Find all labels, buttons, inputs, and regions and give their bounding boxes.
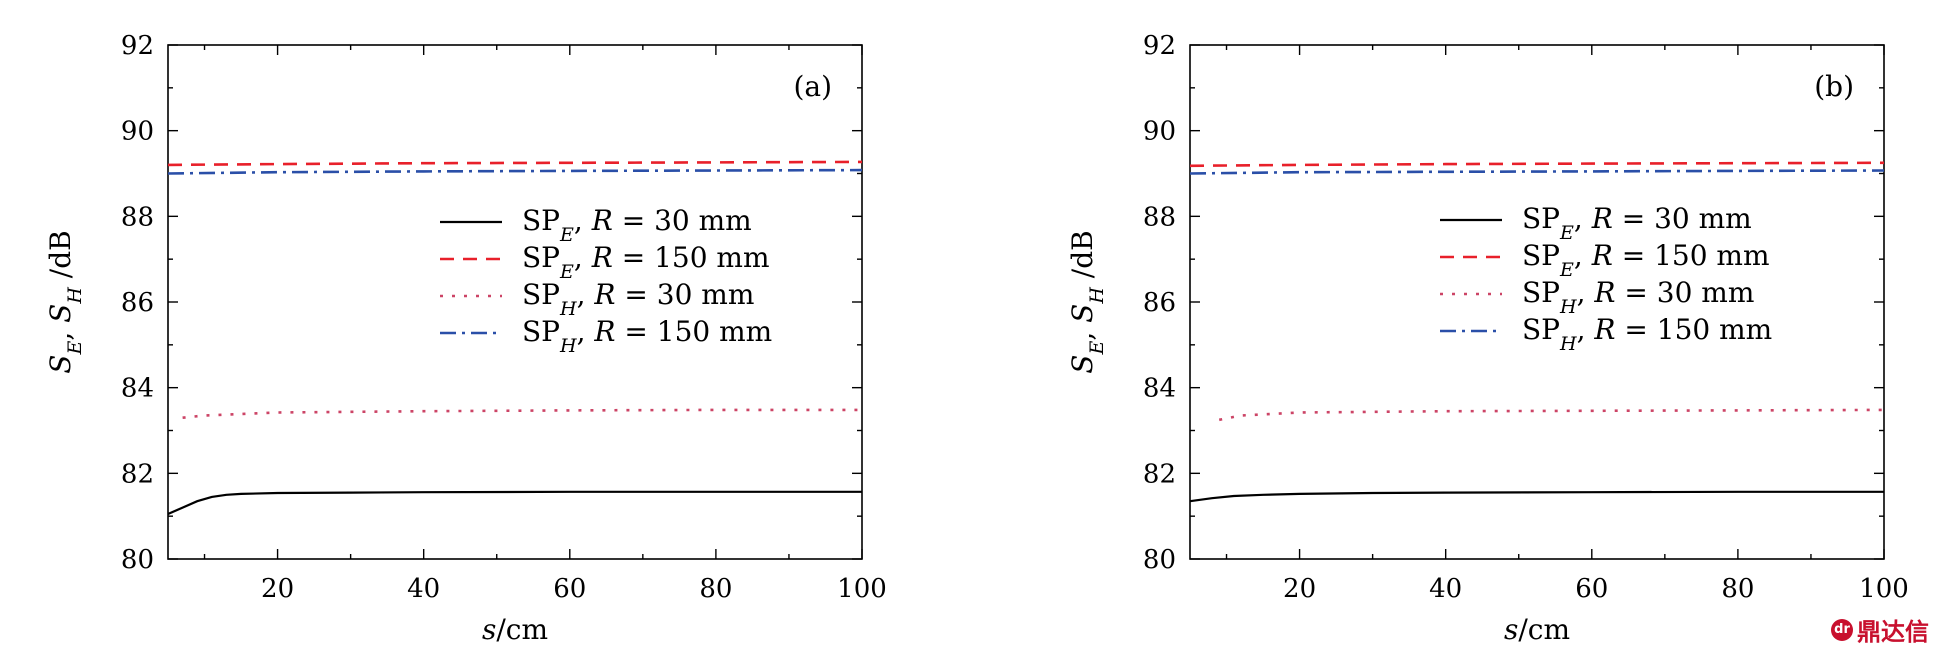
watermark: dr 鼎达信 [1831,612,1929,647]
legend-entry-1: SPE, R = 30 mm [522,204,752,246]
x-tick-label: 60 [553,574,586,604]
series-line-4 [1189,169,1885,175]
y-tick-label: 88 [121,202,154,232]
legend-entry-1: SPE, R = 30 mm [1522,202,1752,244]
x-tick-label: 100 [837,574,887,604]
y-tick-label: 88 [1143,202,1176,232]
x-tick-label: 20 [1283,574,1316,604]
legend-entry-3: SPH, R = 30 mm [1522,276,1754,318]
y-tick-label: 86 [1143,288,1176,318]
legend-entry-2: SPE, R = 150 mm [522,241,770,283]
y-tick-label: 82 [121,459,154,489]
panel-label: (a) [793,70,832,103]
y-tick-label: 92 [1143,31,1176,61]
y-tick-label: 84 [1143,374,1176,404]
x-tick-label: 80 [699,574,732,604]
x-tick-label: 40 [407,574,440,604]
series-line-4 [167,168,863,175]
y-axis-label: SE, SH /dB [44,230,86,373]
series-line-3 [182,408,862,419]
series-line-1 [1189,490,1884,503]
y-axis-label: SE, SH /dB [1066,230,1108,373]
series-line-2 [167,160,863,167]
x-axis-label: s/cm [482,613,548,646]
series-line-2 [1189,161,1885,168]
y-tick-label: 82 [1143,459,1176,489]
x-axis-label: s/cm [1504,613,1570,646]
chart-panel-b: 20 40 60 80 100 80 82 84 86 88 90 92 s/cm SE, SH /dB (… [1066,31,1909,646]
y-tick-label: 90 [1143,117,1176,147]
x-tick-label: 100 [1859,574,1909,604]
y-tick-label: 92 [121,31,154,61]
x-tick-label: 80 [1721,574,1754,604]
chart-panel-a: 20 40 60 80 100 80 82 84 86 88 90 92 s/cm SE, SH /dB (… [44,31,887,646]
legend-entry-2: SPE, R = 150 mm [1522,239,1770,281]
y-tick-label: 84 [121,374,154,404]
y-tick-label: 86 [121,288,154,318]
legend-entry-3: SPH, R = 30 mm [522,278,754,320]
y-tick-label: 90 [121,117,154,147]
x-tick-label: 60 [1575,574,1608,604]
series-line-1 [167,490,862,516]
legend-entry-4: SPH, R = 150 mm [522,315,772,357]
x-tick-label: 20 [261,574,294,604]
watermark-logo-icon: dr [1831,618,1853,641]
plot-frame [167,44,863,560]
series-line-3 [1218,408,1885,422]
watermark-text: 鼎达信 [1857,618,1929,646]
y-tick-label: 80 [1143,545,1176,575]
panel-label: (b) [1814,70,1854,103]
y-tick-label: 80 [121,545,154,575]
x-tick-label: 40 [1429,574,1462,604]
legend-entry-4: SPH, R = 150 mm [1522,313,1772,355]
